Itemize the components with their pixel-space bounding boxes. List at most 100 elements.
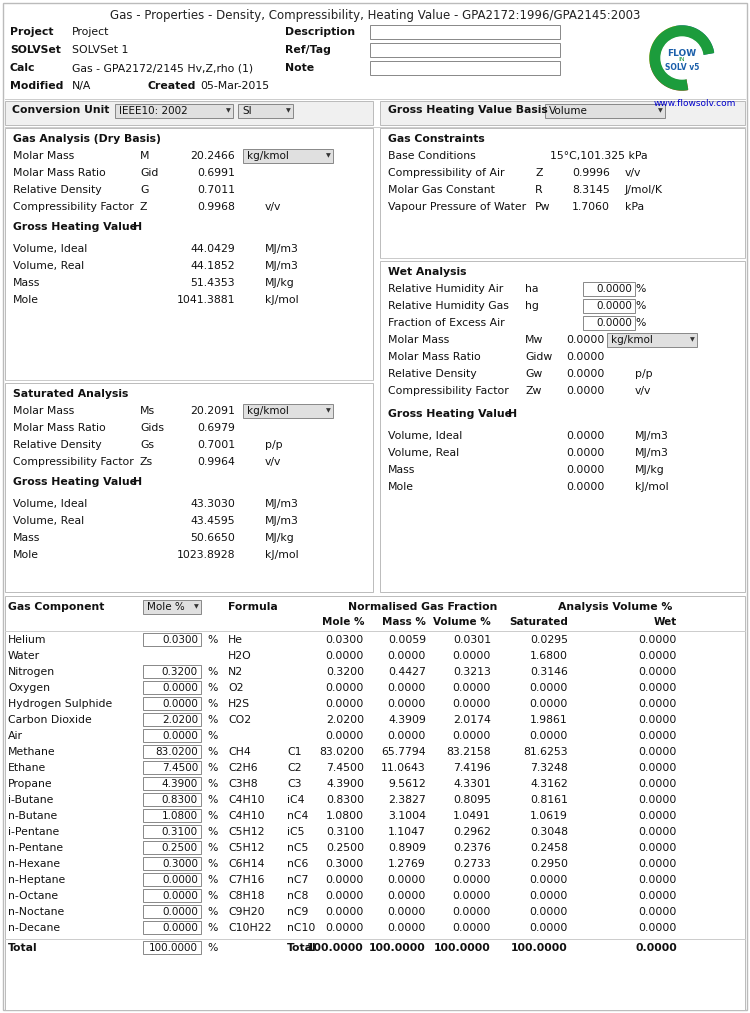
Text: MJ/m3: MJ/m3 xyxy=(265,261,298,271)
Text: 0.3048: 0.3048 xyxy=(530,827,568,837)
Text: Air: Air xyxy=(8,731,23,741)
Text: 81.6253: 81.6253 xyxy=(524,747,568,757)
Bar xyxy=(583,316,635,330)
Text: 0.0000: 0.0000 xyxy=(638,843,677,853)
Text: C10H22: C10H22 xyxy=(228,923,272,933)
Bar xyxy=(143,761,201,774)
Text: %: % xyxy=(635,284,645,294)
Text: 0.0000: 0.0000 xyxy=(638,667,677,677)
Text: p/p: p/p xyxy=(265,440,283,450)
Text: 1.0619: 1.0619 xyxy=(530,811,568,821)
Text: 0.0000: 0.0000 xyxy=(638,875,677,885)
Text: Volume %: Volume % xyxy=(433,617,491,627)
Text: Oxygen: Oxygen xyxy=(8,683,50,693)
Text: 0.0000: 0.0000 xyxy=(567,386,605,396)
Polygon shape xyxy=(650,26,713,90)
Text: Propane: Propane xyxy=(8,779,53,789)
Text: Volume, Real: Volume, Real xyxy=(13,516,84,526)
Text: Gas Analysis (Dry Basis): Gas Analysis (Dry Basis) xyxy=(13,134,160,144)
Text: MJ/kg: MJ/kg xyxy=(265,533,295,543)
Text: n-Noctane: n-Noctane xyxy=(8,907,64,917)
Bar xyxy=(143,889,201,902)
Text: 0.0000: 0.0000 xyxy=(638,683,677,693)
Text: Gas - Properties - Density, Compressibility, Heating Value - GPA2172:1996/GPA214: Gas - Properties - Density, Compressibil… xyxy=(110,9,640,22)
Bar xyxy=(370,43,560,57)
Text: %: % xyxy=(207,683,218,693)
Text: 0.8300: 0.8300 xyxy=(326,795,364,805)
Text: 7.4196: 7.4196 xyxy=(453,763,491,773)
Text: 51.4353: 51.4353 xyxy=(190,278,235,288)
Text: Wet Analysis: Wet Analysis xyxy=(388,267,466,277)
Text: Compressibility of Air: Compressibility of Air xyxy=(388,168,505,178)
Bar xyxy=(143,841,201,854)
Text: 0.0000: 0.0000 xyxy=(638,923,677,933)
Text: MJ/m3: MJ/m3 xyxy=(635,448,669,458)
Text: Mole %: Mole % xyxy=(322,617,364,627)
Text: Formula: Formula xyxy=(228,602,278,612)
Text: 0.0000: 0.0000 xyxy=(388,907,426,917)
Text: 0.0000: 0.0000 xyxy=(452,651,491,661)
Text: 0.0000: 0.0000 xyxy=(596,284,632,294)
Text: 20.2091: 20.2091 xyxy=(190,406,235,416)
Text: 1.0491: 1.0491 xyxy=(453,811,491,821)
Text: G: G xyxy=(140,185,148,194)
Bar xyxy=(143,793,201,806)
Text: %: % xyxy=(635,301,645,311)
Text: %: % xyxy=(207,827,218,837)
Text: 0.8095: 0.8095 xyxy=(453,795,491,805)
Text: 0.0000: 0.0000 xyxy=(162,907,198,917)
Text: MJ/m3: MJ/m3 xyxy=(635,431,669,441)
Text: N/A: N/A xyxy=(72,81,92,91)
Text: Gross Heating Value: Gross Heating Value xyxy=(13,222,137,232)
Bar xyxy=(143,809,201,822)
Text: 0.3200: 0.3200 xyxy=(326,667,364,677)
Text: 0.0059: 0.0059 xyxy=(388,635,426,645)
Text: 0.3000: 0.3000 xyxy=(326,859,364,869)
Text: 3.1004: 3.1004 xyxy=(388,811,426,821)
Text: Modified: Modified xyxy=(10,81,63,91)
Text: %: % xyxy=(207,667,218,677)
Text: 0.0000: 0.0000 xyxy=(326,907,364,917)
Text: Helium: Helium xyxy=(8,635,46,645)
Text: %: % xyxy=(207,763,218,773)
Text: nC7: nC7 xyxy=(287,875,308,885)
Text: H2S: H2S xyxy=(228,699,250,709)
Text: 7.4500: 7.4500 xyxy=(162,763,198,773)
Text: 1.6800: 1.6800 xyxy=(530,651,568,661)
Text: H: H xyxy=(508,409,518,419)
Text: SOLVSet 1: SOLVSet 1 xyxy=(72,45,128,55)
Text: 0.2962: 0.2962 xyxy=(453,827,491,837)
Text: 1.7060: 1.7060 xyxy=(572,202,610,212)
Text: SI: SI xyxy=(242,106,251,116)
Text: 0.0000: 0.0000 xyxy=(452,891,491,901)
Text: Mw: Mw xyxy=(525,335,543,345)
Polygon shape xyxy=(650,62,688,90)
Bar xyxy=(380,128,745,258)
Text: 0.4427: 0.4427 xyxy=(388,667,426,677)
Text: Mass: Mass xyxy=(13,533,40,543)
Text: Volume, Real: Volume, Real xyxy=(13,261,84,271)
Text: 83.0200: 83.0200 xyxy=(319,747,364,757)
Text: 0.9996: 0.9996 xyxy=(572,168,610,178)
Text: 0.0000: 0.0000 xyxy=(567,482,605,492)
Text: Analysis Volume %: Analysis Volume % xyxy=(558,602,672,612)
Text: C2H6: C2H6 xyxy=(228,763,258,773)
Text: C5H12: C5H12 xyxy=(228,843,265,853)
Text: nC5: nC5 xyxy=(287,843,308,853)
Text: 0.0000: 0.0000 xyxy=(326,891,364,901)
Text: Water: Water xyxy=(8,651,40,661)
Text: H2O: H2O xyxy=(228,651,252,661)
Text: 0.0000: 0.0000 xyxy=(530,891,568,901)
Text: 0.3100: 0.3100 xyxy=(162,827,198,837)
Text: Gid: Gid xyxy=(140,168,158,178)
Text: MJ/m3: MJ/m3 xyxy=(265,516,298,526)
Circle shape xyxy=(661,37,703,79)
Text: 0.3000: 0.3000 xyxy=(162,859,198,869)
Text: %: % xyxy=(207,811,218,821)
Text: Zw: Zw xyxy=(525,386,542,396)
Bar xyxy=(143,921,201,934)
Text: v/v: v/v xyxy=(625,168,641,178)
Text: 0.0000: 0.0000 xyxy=(530,875,568,885)
Text: 0.0000: 0.0000 xyxy=(162,923,198,933)
Bar xyxy=(143,857,201,870)
